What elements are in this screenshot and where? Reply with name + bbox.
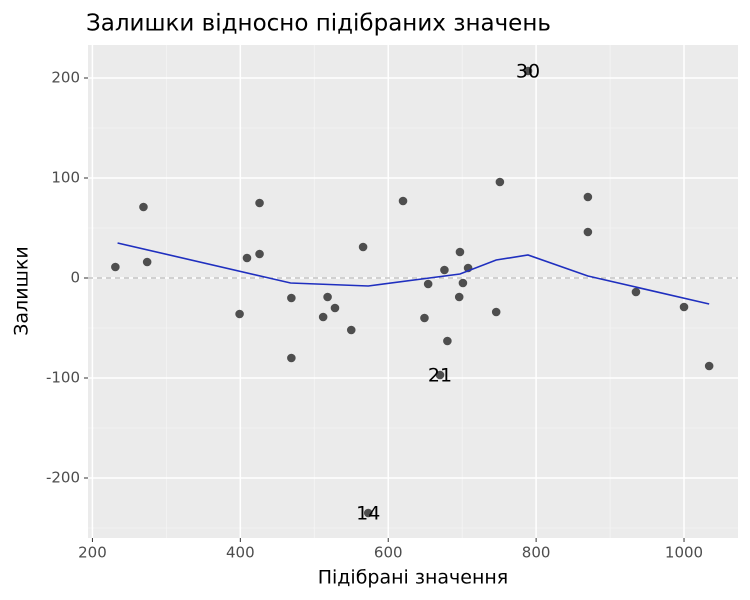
point <box>443 336 452 346</box>
point <box>139 202 148 212</box>
point <box>423 279 433 289</box>
x-tick-label: 400 <box>226 544 255 562</box>
point <box>255 249 264 259</box>
point <box>440 265 449 275</box>
x-tick-label: 1000 <box>665 544 703 562</box>
point <box>330 303 340 313</box>
point <box>287 293 296 303</box>
point <box>111 262 120 272</box>
y-tick-label: 200 <box>51 69 80 87</box>
point <box>495 177 505 187</box>
point <box>704 361 714 371</box>
point <box>583 192 593 202</box>
point <box>363 508 373 518</box>
y-axis-title: Залишки <box>11 246 33 336</box>
point <box>454 292 464 302</box>
panel <box>88 45 738 538</box>
x-tick-label: 800 <box>522 544 551 562</box>
y-tick-label: 100 <box>51 169 80 187</box>
point <box>523 66 533 76</box>
point <box>491 307 501 317</box>
point-label: 14 <box>356 503 380 525</box>
point <box>455 247 465 257</box>
point <box>235 309 244 319</box>
x-axis-title: Підібрані значення <box>318 567 509 589</box>
point <box>346 325 356 335</box>
point <box>287 353 296 363</box>
point <box>358 242 368 252</box>
point <box>318 312 328 322</box>
point <box>420 313 429 323</box>
smooth-line <box>117 242 710 305</box>
point <box>242 253 252 263</box>
point-label: 30 <box>516 61 540 83</box>
x-tick-label: 200 <box>78 544 107 562</box>
x-tick-label: 600 <box>374 544 403 562</box>
point <box>398 196 408 206</box>
point-label: 21 <box>428 365 452 387</box>
point <box>323 292 332 302</box>
y-tick-label: -200 <box>46 469 80 487</box>
chart-title: Залишки відносно підібраних значень <box>86 11 551 37</box>
y-tick-label: -100 <box>46 369 80 387</box>
point <box>631 287 641 297</box>
point <box>583 227 593 237</box>
point <box>255 198 264 208</box>
point <box>435 370 445 380</box>
point <box>679 302 689 312</box>
point <box>142 257 152 267</box>
point <box>458 278 468 288</box>
y-tick-label: 0 <box>70 269 80 287</box>
